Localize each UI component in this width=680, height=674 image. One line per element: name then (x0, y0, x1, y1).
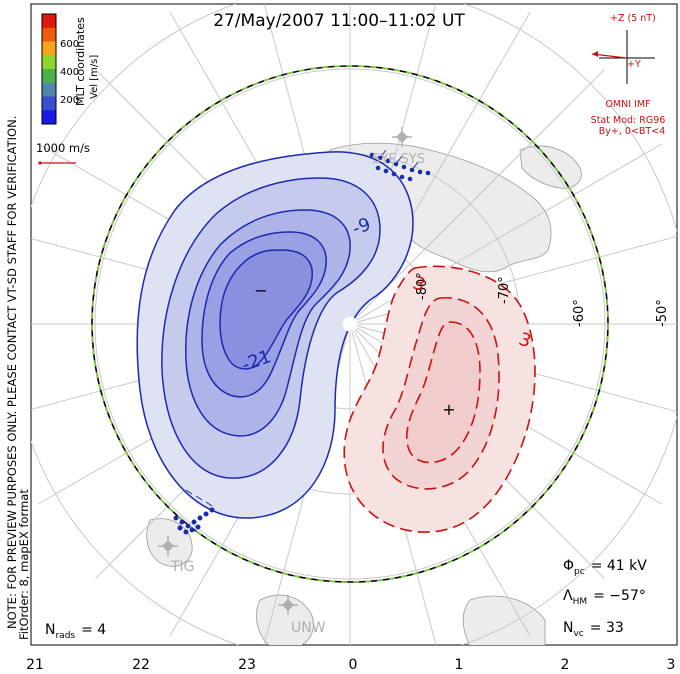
color-bar-title: Vel [m/s] (89, 55, 100, 99)
imf-condition: By+, 0<BT<4 (599, 126, 665, 137)
imf-clock: +Z (5 nT) +Y OMNI IMF Stat Mod: RG96 By+… (591, 13, 666, 137)
radar-vectors (173, 149, 431, 535)
stats-block: Φpc = 41 kV ΛHM = −57° Nvc = 33 Nrads = 4 (45, 558, 647, 641)
velocity-scale-label: 1000 m/s (36, 141, 90, 155)
latitude-label: -70° (497, 276, 512, 304)
stat-n-vc: Nvc = 33 (563, 620, 624, 639)
mlt-hour-label: 0 (349, 657, 358, 673)
color-bar-cell (42, 41, 56, 56)
color-bar-cell (42, 96, 56, 111)
mlt-hour-label: 22 (132, 657, 150, 673)
fit-order-note: FitOrder: 8, mapEX format (17, 489, 31, 640)
color-bar-cell (42, 82, 56, 97)
station-label-unw: UNW (291, 620, 326, 636)
color-bar-cell (42, 110, 56, 125)
station-marker-tig (158, 536, 178, 556)
mlt-hour-label: 1 (455, 657, 464, 673)
color-bar-cell (42, 69, 56, 84)
mlt-label: MLT coordinates (74, 17, 87, 106)
imf-z-label: +Z (5 nT) (610, 13, 656, 24)
color-bar-cell (42, 14, 56, 29)
imf-source: OMNI IMF (605, 99, 650, 110)
stat-phi-pc: Φpc = 41 kV (563, 558, 647, 577)
color-bar-tick: 600 (60, 39, 79, 50)
potential-min-marker: − (254, 281, 267, 300)
preview-note: NOTE: FOR PREVIEW PURPOSES ONLY. PLEASE … (5, 116, 19, 629)
station-label-tig: TIG (170, 559, 195, 575)
latitude-label: -80° (415, 272, 430, 300)
color-bar-cell (42, 27, 56, 42)
color-bar: 600 400 200 Vel [m/s] (41, 13, 100, 125)
mlt-hour-label: 3 (667, 657, 676, 673)
mlt-axis: 21 22 23 0 1 2 3 (26, 657, 675, 673)
map-title: 27/May/2007 11:00–11:02 UT (213, 11, 465, 31)
hm-boundary-green (91, 65, 609, 583)
station-marker-unw (278, 595, 298, 615)
color-bar-cell (42, 55, 56, 70)
mlt-hour-label: 2 (561, 657, 570, 673)
station-markers (158, 127, 412, 615)
latitude-label: -50° (655, 299, 670, 327)
color-bar-tick: 200 (60, 95, 79, 106)
positive-cell (343, 265, 536, 533)
station-marker-sye (392, 127, 412, 147)
color-bar-tick: 400 (60, 67, 79, 78)
velocity-scale-dot (38, 161, 42, 165)
latitude-label: -60° (572, 299, 587, 327)
imf-y-label: +Y (627, 59, 641, 70)
imf-model: Stat Mod: RG96 (591, 115, 666, 126)
pole-marker (342, 316, 358, 332)
mlt-hour-label: 21 (26, 657, 44, 673)
station-label-sye: SYE SYS (372, 152, 425, 167)
mlt-hour-label: 23 (238, 657, 256, 673)
potential-max-marker: + (442, 400, 455, 419)
stat-n-rads: Nrads = 4 (45, 622, 106, 641)
stat-lambda-hm: ΛHM = −57° (563, 588, 646, 607)
negative-cell (136, 151, 414, 519)
